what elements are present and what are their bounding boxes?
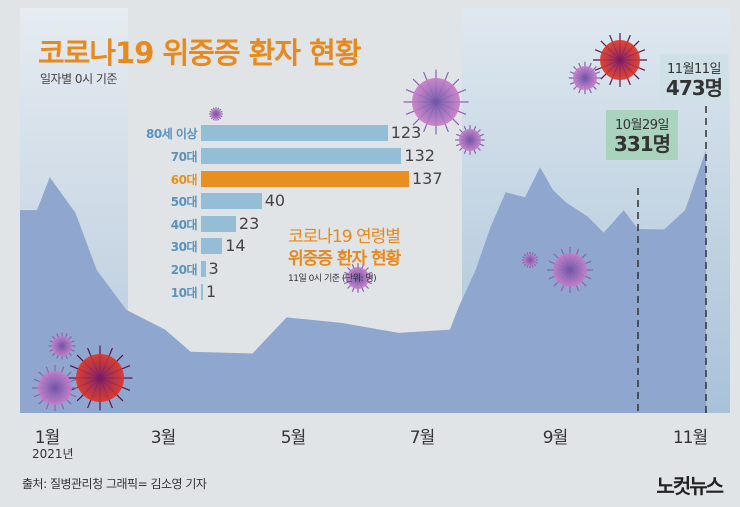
virus-icon <box>32 365 78 411</box>
bar-value-label: 132 <box>404 146 435 165</box>
x-tick-label: 3월 <box>150 428 176 448</box>
bar-value-label: 1 <box>206 282 217 301</box>
virus-icon <box>209 107 223 121</box>
virus-icon <box>48 332 76 360</box>
callout-value: 331명 <box>613 132 671 156</box>
bar <box>201 238 223 254</box>
callout-date: 10월29일 <box>614 118 670 133</box>
callout-nov11: 11월11일 473명 <box>660 54 728 104</box>
bar-category-label: 30대 <box>170 240 198 254</box>
x-year-label: 2021년 <box>32 447 74 461</box>
virus-icon <box>568 61 602 95</box>
x-tick-label: 7월 <box>409 428 435 448</box>
source-credit: 출처: 질병관리청 그래픽= 김소영 기자 <box>22 477 207 491</box>
bar <box>201 193 262 209</box>
virus-icon <box>343 263 373 293</box>
bar-category-label: 60대 <box>170 173 198 187</box>
x-tick-label: 9월 <box>542 428 568 448</box>
callout-value: 473명 <box>665 76 723 100</box>
virus-icon <box>403 69 469 135</box>
bar <box>201 284 203 300</box>
inset-title: 코로나19 연령별 <box>288 227 401 247</box>
logo: 노컷뉴스 <box>656 474 724 498</box>
callout-oct29: 10월29일 331명 <box>606 110 678 160</box>
bar-value-label: 3 <box>208 259 219 278</box>
bar-value-label: 40 <box>264 191 286 210</box>
bar <box>201 216 236 232</box>
bar-category-label: 20대 <box>170 263 198 277</box>
bar <box>201 261 206 277</box>
bar <box>201 171 409 187</box>
virus-icon <box>67 345 133 411</box>
virus-icon <box>547 247 593 293</box>
bar <box>201 148 402 164</box>
inset-subtitle: 위중증 환자 현황 <box>288 249 401 269</box>
bar-category-label: 10대 <box>170 286 198 300</box>
callout-date: 11월11일 <box>666 62 722 77</box>
virus-icon <box>521 251 539 269</box>
x-tick-label: 5월 <box>280 428 306 448</box>
bar-category-label: 40대 <box>170 218 198 232</box>
bar <box>201 125 388 141</box>
inset-note: 11일 0시 기준 (단위: 명) <box>288 274 377 284</box>
bar-value-label: 23 <box>238 214 260 233</box>
x-tick-label: 1월 <box>34 428 60 448</box>
area-series <box>20 150 706 413</box>
bar-category-label: 50대 <box>170 195 198 209</box>
bar-category-label: 70대 <box>170 150 198 164</box>
bar-value-label: 123 <box>390 123 422 142</box>
bar-value-label: 137 <box>412 169 443 188</box>
virus-icon <box>593 33 647 87</box>
page-subtitle: 일자별 0시 기준 <box>40 72 118 86</box>
x-tick-label: 11월 <box>672 428 708 448</box>
bar-value-label: 14 <box>225 236 246 255</box>
virus-icon <box>455 125 485 155</box>
bar-category-label: 80세 이상 <box>146 127 198 141</box>
page-title: 코로나19 위중증 환자 현황 <box>38 36 361 70</box>
